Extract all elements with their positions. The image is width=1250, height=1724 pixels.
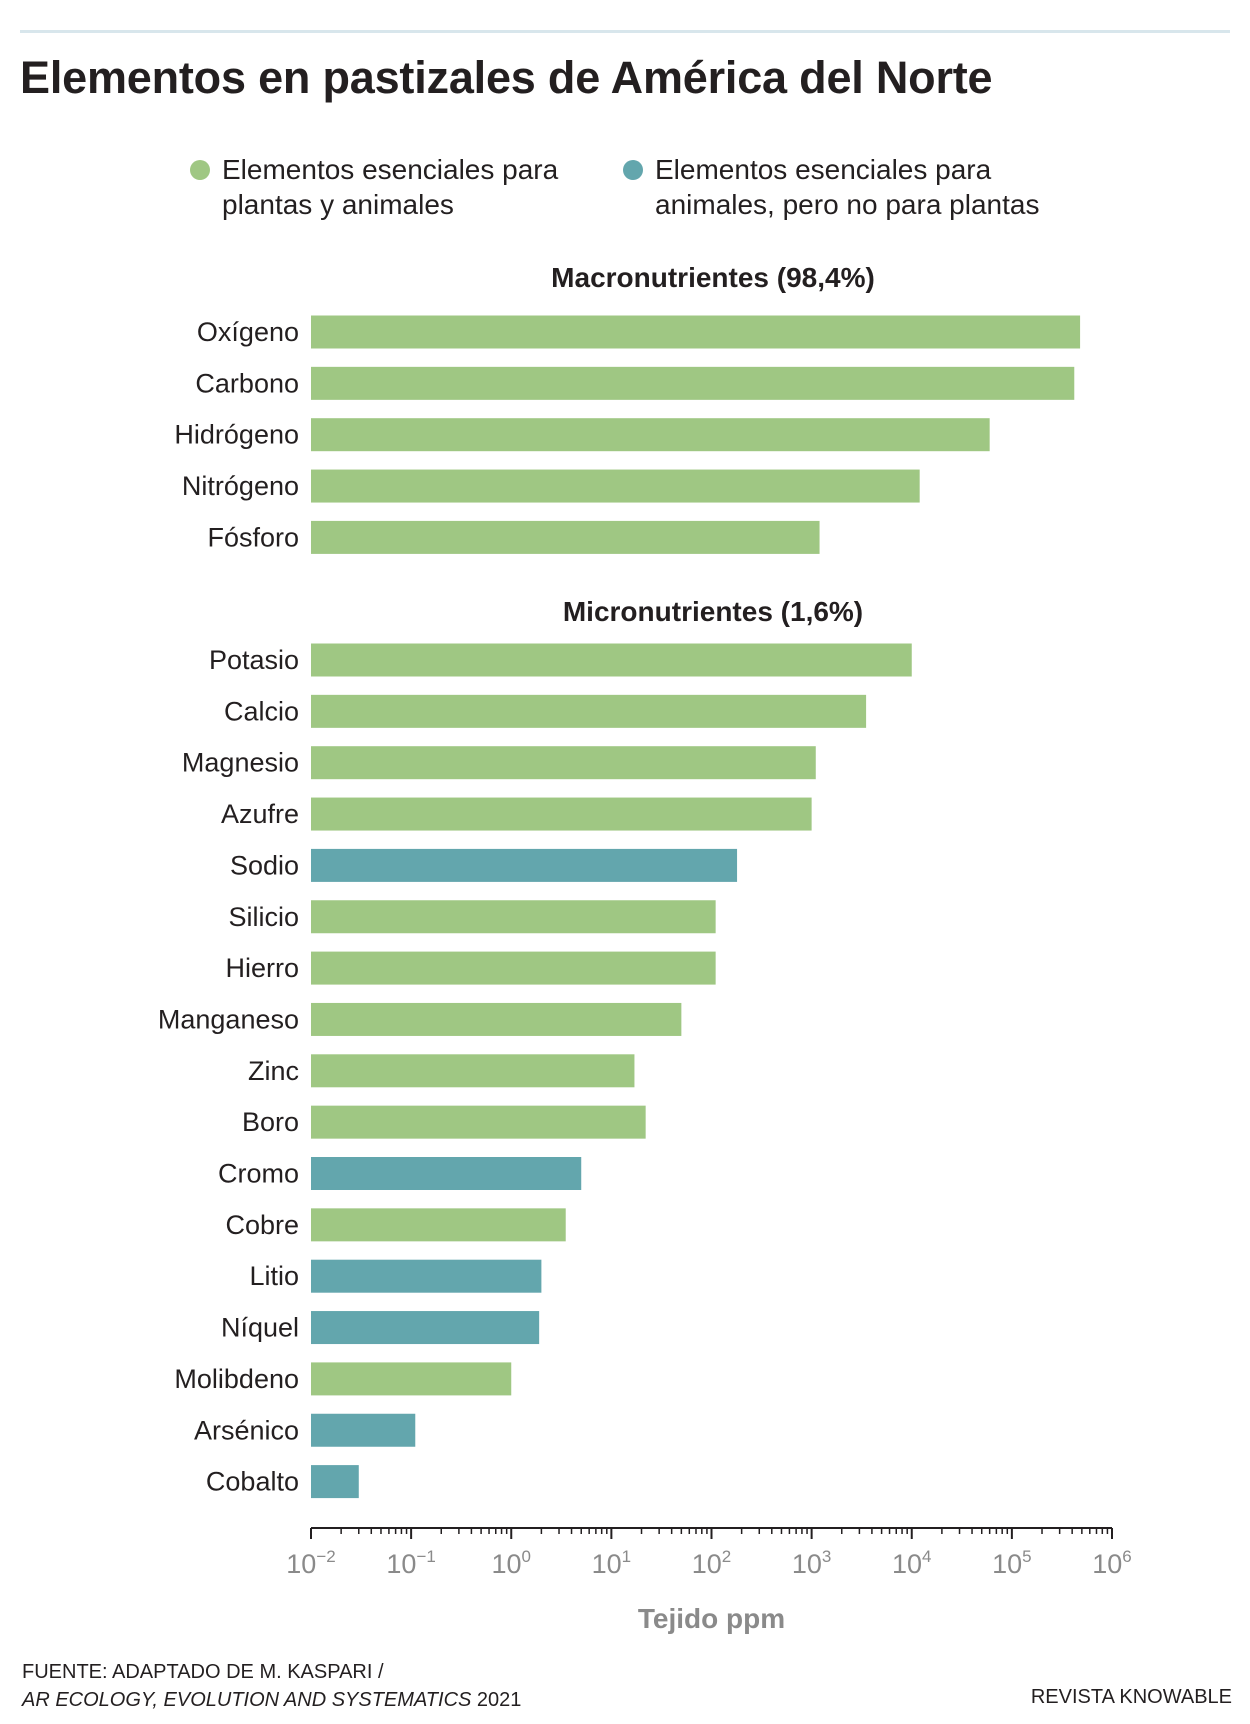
category-label-arsenico: Arsénico [194, 1415, 299, 1445]
category-label-cobre: Cobre [225, 1210, 299, 1240]
bar-carbono [311, 366, 1075, 400]
x-tick-label: 100 [491, 1547, 531, 1579]
bar-hierro [311, 951, 716, 985]
bar-potasio [311, 643, 912, 677]
chart-title: Elementos en pastizales de América del N… [20, 52, 993, 103]
legend-item-plants-animals: Elementos esenciales para plantas y anim… [190, 152, 630, 232]
category-label-carbono: Carbono [195, 368, 299, 398]
bar-azufre [311, 797, 812, 831]
category-label-potasio: Potasio [209, 645, 299, 675]
source-line-2: AR ECOLOGY, EVOLUTION AND SYSTEMATICS 20… [22, 1686, 521, 1714]
bar-zinc [311, 1054, 635, 1088]
bar-oxigeno [311, 315, 1081, 349]
bar-niquel [311, 1311, 540, 1345]
category-label-nitrogeno: Nitrógeno [182, 471, 299, 501]
bar-cobre [311, 1208, 566, 1242]
category-label-silicio: Silicio [228, 902, 299, 932]
category-label-molibdeno: Molibdeno [174, 1364, 299, 1394]
x-tick-label: 105 [992, 1547, 1032, 1579]
x-tick-label: 103 [792, 1547, 832, 1579]
x-tick-label: 10−1 [386, 1547, 435, 1579]
x-tick-label: 106 [1092, 1547, 1132, 1579]
category-label-litio: Litio [249, 1261, 299, 1291]
category-label-niquel: Níquel [221, 1313, 299, 1343]
category-label-manganeso: Manganeso [158, 1004, 299, 1034]
bar-silicio [311, 900, 716, 934]
category-label-sodio: Sodio [230, 850, 299, 880]
category-label-fosforo: Fósforo [207, 522, 299, 552]
bar-nitrogeno [311, 469, 920, 503]
category-label-zinc: Zinc [248, 1056, 299, 1086]
source-line-1: FUENTE: ADAPTADO DE M. KASPARI / [22, 1661, 384, 1683]
x-tick-label: 102 [692, 1547, 732, 1579]
micronutrients-heading: Micronutrientes (1,6%) [562, 596, 864, 627]
source-note: FUENTE: ADAPTADO DE M. KASPARI / AR ECOL… [22, 1658, 521, 1714]
category-label-calcio: Calcio [224, 696, 299, 726]
bar-arsenico [311, 1413, 416, 1447]
bar-boro [311, 1105, 646, 1139]
bar-calcio [311, 694, 867, 728]
category-label-boro: Boro [242, 1107, 299, 1137]
top-rule [20, 30, 1230, 33]
bar-hidrogeno [311, 418, 990, 452]
credit: REVISTA KNOWABLE [1030, 1686, 1232, 1708]
bar-cobalto [311, 1465, 359, 1499]
bar-sodio [311, 848, 738, 882]
legend-item-animals-only: Elementos esenciales para animales, pero… [623, 152, 1063, 232]
legend-label-plants-animals: Elementos esenciales para plantas y anim… [222, 154, 559, 220]
category-label-oxigeno: Oxígeno [197, 317, 299, 347]
x-tick-label: 10−2 [286, 1547, 335, 1579]
category-label-magnesio: Magnesio [182, 748, 299, 778]
bar-cromo [311, 1157, 582, 1190]
source-journal: AR ECOLOGY, EVOLUTION AND SYSTEMATICS [22, 1689, 472, 1711]
source-year: 2021 [471, 1689, 522, 1711]
bar-magnesio [311, 746, 816, 780]
x-tick-label: 101 [592, 1547, 632, 1579]
bar-manganeso [311, 1002, 682, 1036]
legend-swatch-teal [623, 160, 643, 180]
category-label-cobalto: Cobalto [206, 1467, 299, 1497]
category-label-azufre: Azufre [221, 799, 299, 829]
category-label-cromo: Cromo [218, 1159, 299, 1189]
category-label-hierro: Hierro [225, 953, 299, 983]
bar-litio [311, 1259, 542, 1293]
bar-chart: Oxígeno Carbono Hidrógeno Nitrógeno Fósforo P… [158, 315, 1132, 1634]
bar-molibdeno [311, 1362, 512, 1396]
bar-fosforo [311, 520, 820, 554]
category-label-hidrogeno: Hidrógeno [174, 420, 299, 450]
x-axis-title: Tejido ppm [638, 1603, 785, 1634]
legend-swatch-green [190, 160, 210, 180]
x-tick-label: 104 [892, 1547, 932, 1579]
macronutrients-heading: Macronutrientes (98,4%) [551, 262, 875, 293]
legend-label-animals-only: Elementos esenciales para animales, pero… [655, 154, 1040, 220]
